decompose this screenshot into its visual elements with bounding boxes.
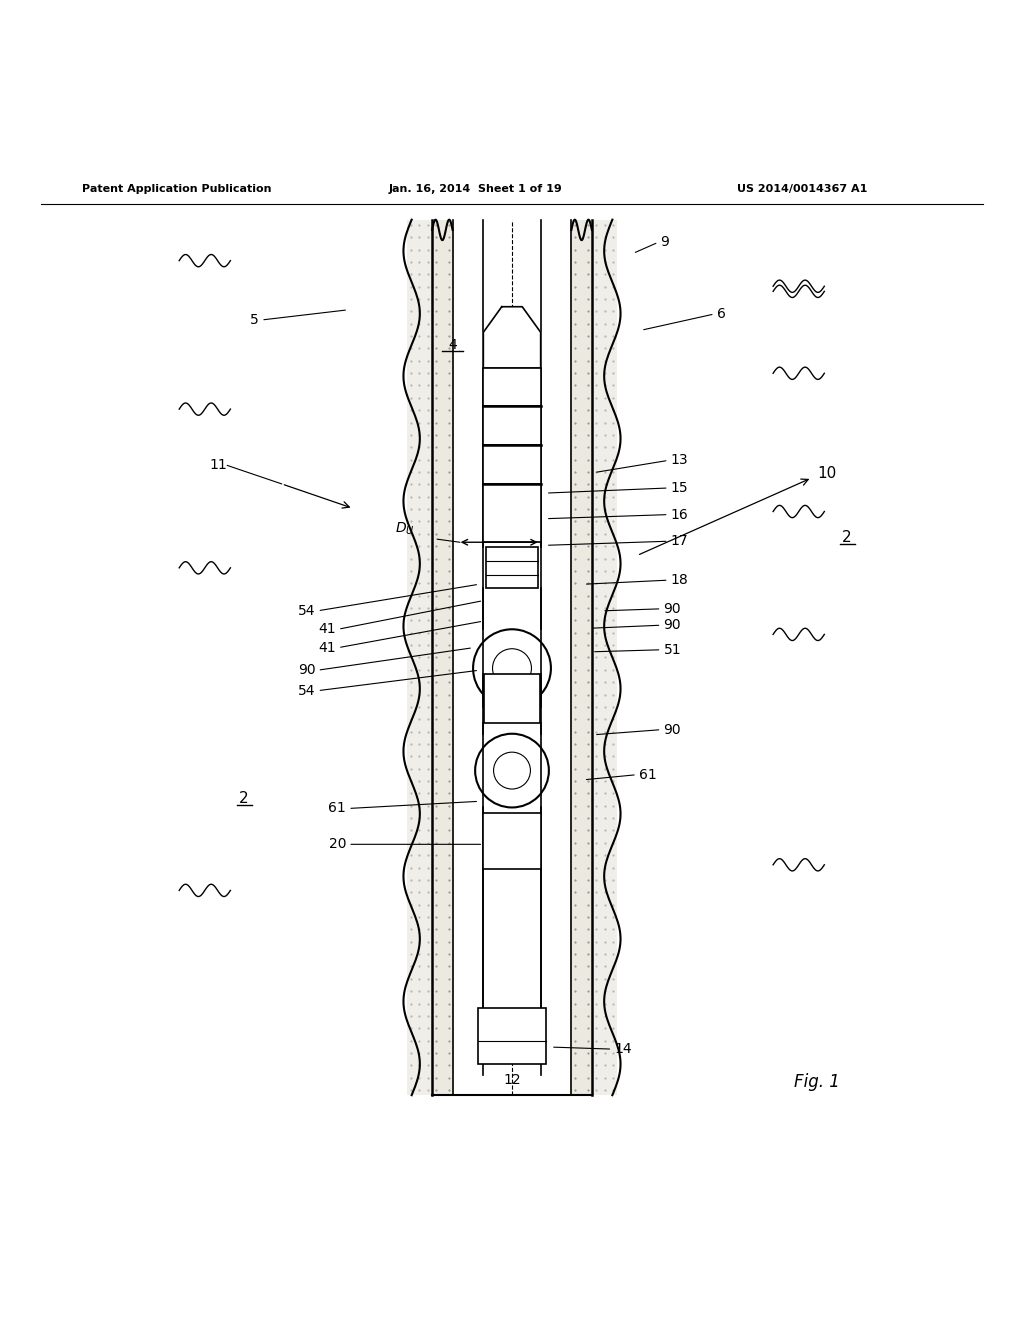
Text: 4: 4 — [449, 338, 457, 351]
Text: 51: 51 — [664, 643, 681, 657]
Text: 9: 9 — [660, 235, 670, 249]
Text: Patent Application Publication: Patent Application Publication — [82, 183, 271, 194]
Text: 6: 6 — [717, 306, 726, 321]
Bar — [483, 675, 541, 723]
Bar — [483, 407, 541, 445]
Text: 14: 14 — [614, 1041, 632, 1056]
Text: 20: 20 — [329, 837, 346, 851]
Text: 13: 13 — [671, 453, 688, 467]
Bar — [483, 368, 541, 407]
Text: 10: 10 — [817, 466, 837, 480]
Text: 54: 54 — [298, 603, 315, 618]
Text: 90: 90 — [664, 618, 681, 632]
Text: 16: 16 — [671, 508, 688, 521]
Text: $D_U$: $D_U$ — [395, 520, 415, 537]
Bar — [592, 219, 617, 1096]
Bar — [483, 484, 541, 543]
Bar — [486, 548, 538, 589]
Text: 18: 18 — [671, 573, 688, 587]
Text: 90: 90 — [664, 602, 681, 616]
Text: 2: 2 — [239, 791, 248, 805]
Text: 12: 12 — [504, 1073, 521, 1086]
Text: 17: 17 — [671, 535, 688, 548]
Text: 41: 41 — [318, 640, 336, 655]
Bar — [478, 1008, 546, 1064]
Text: 61: 61 — [329, 801, 346, 816]
Bar — [407, 219, 432, 1096]
Text: US 2014/0014367 A1: US 2014/0014367 A1 — [737, 183, 867, 194]
Bar — [432, 219, 453, 1096]
Text: 41: 41 — [318, 622, 336, 636]
Text: Jan. 16, 2014  Sheet 1 of 19: Jan. 16, 2014 Sheet 1 of 19 — [389, 183, 563, 194]
Text: 61: 61 — [639, 768, 656, 781]
Text: Fig. 1: Fig. 1 — [794, 1073, 840, 1090]
Bar — [483, 813, 541, 869]
Text: 2: 2 — [842, 529, 851, 545]
Text: 54: 54 — [298, 684, 315, 698]
Text: 90: 90 — [298, 663, 315, 677]
Text: 11: 11 — [210, 458, 227, 473]
Text: 15: 15 — [671, 480, 688, 495]
Polygon shape — [483, 306, 541, 368]
Text: 5: 5 — [250, 313, 259, 327]
Bar — [483, 445, 541, 484]
Text: 90: 90 — [664, 722, 681, 737]
Bar — [571, 219, 592, 1096]
